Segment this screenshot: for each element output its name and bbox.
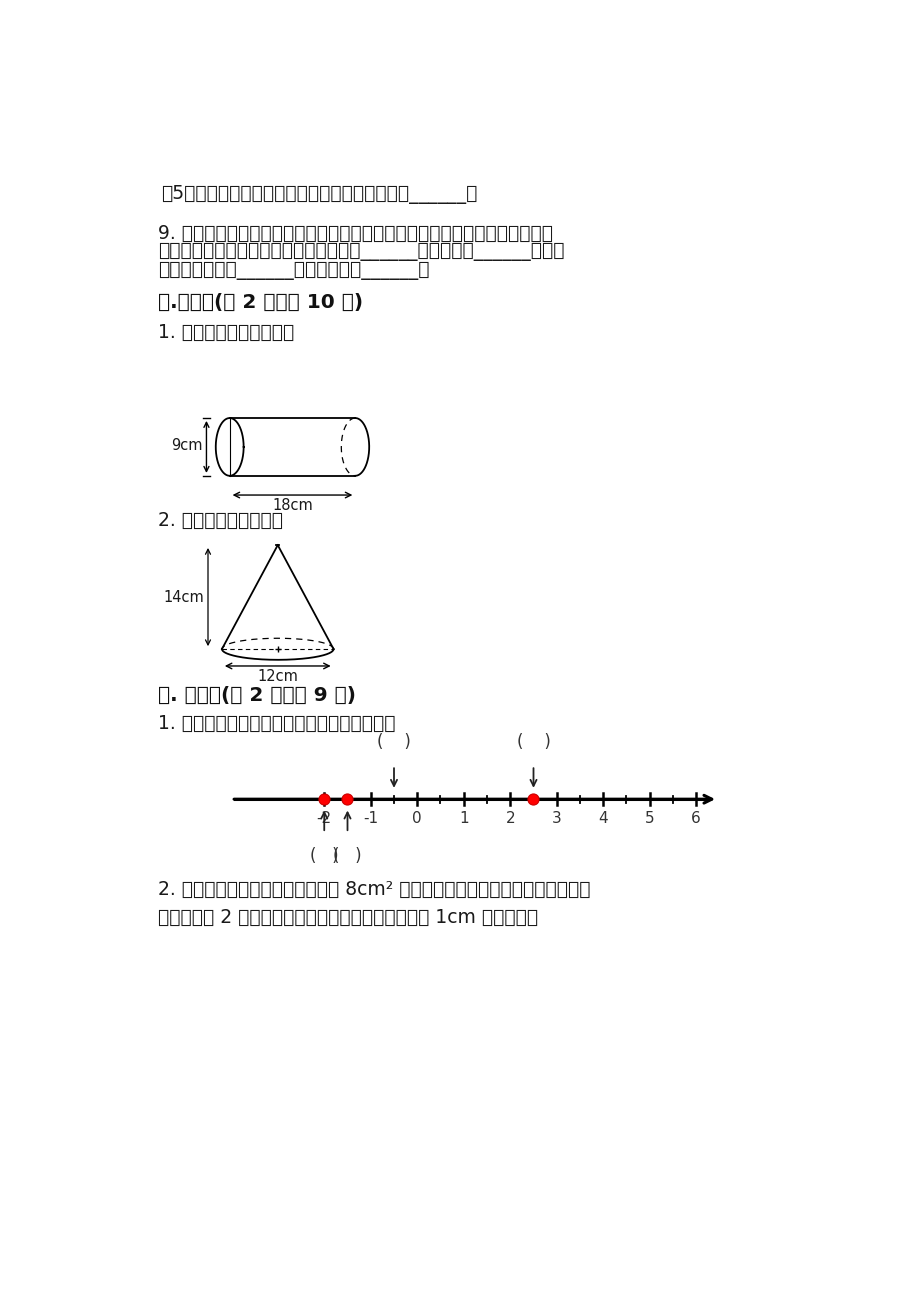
Text: 4: 4 — [597, 811, 607, 825]
Text: 9. 冬季，哈尔滨的一个小朋友去海南旅游，在飞机上播音员播报了两地当日气: 9. 冬季，哈尔滨的一个小朋友去海南旅游，在飞机上播音员播报了两地当日气 — [157, 224, 552, 243]
Text: 3: 3 — [551, 811, 561, 825]
Text: 温，请你再播报一遍，海南的最高气温是______最低气温是______，哈尔: 温，请你再播报一遍，海南的最高气温是______最低气温是______，哈尔 — [157, 242, 563, 262]
Text: 四.计算题(共 2 题，共 10 分): 四.计算题(共 2 题，共 10 分) — [157, 293, 362, 312]
Text: (    ): ( ) — [516, 733, 550, 751]
Text: (   ): ( ) — [333, 846, 361, 865]
Text: 14cm: 14cm — [164, 590, 204, 604]
Text: (   ): ( ) — [310, 846, 338, 865]
Text: -2: -2 — [316, 811, 332, 825]
Text: 1: 1 — [459, 811, 468, 825]
Text: (    ): ( ) — [377, 733, 411, 751]
Text: 2. 求下图圆锥的体积。: 2. 求下图圆锥的体积。 — [157, 510, 282, 530]
Text: 5: 5 — [644, 811, 653, 825]
Text: 12cm: 12cm — [257, 669, 298, 684]
Text: 五. 作图题(共 2 题，共 9 分): 五. 作图题(共 2 题，共 9 分) — [157, 686, 356, 704]
Text: （5）期中考试六（二）班的数学成绩的优秀率是______。: （5）期中考试六（二）班的数学成绩的优秀率是______。 — [162, 185, 477, 204]
Text: 6: 6 — [690, 811, 700, 825]
Text: 1. 求下面圆柱的表面积。: 1. 求下面圆柱的表面积。 — [157, 323, 293, 341]
Text: 9cm: 9cm — [171, 437, 202, 453]
Text: 2: 2 — [505, 811, 515, 825]
Text: 大到原来的 2 倍，画出图形。（每个方格代表边长为 1cm 的正方形）: 大到原来的 2 倍，画出图形。（每个方格代表边长为 1cm 的正方形） — [157, 907, 538, 927]
Text: 18cm: 18cm — [272, 499, 312, 513]
Text: 1. 从左到右在括号里填数。（填整数或小数）: 1. 从左到右在括号里填数。（填整数或小数） — [157, 713, 394, 733]
Text: 滨的最高气温是______，最低气温是______。: 滨的最高气温是______，最低气温是______。 — [157, 260, 428, 280]
Text: 0: 0 — [412, 811, 422, 825]
Text: -1: -1 — [363, 811, 378, 825]
Text: 2. 在下面的方格纸中画一个面积是 8cm² 的长方形，再把这个长方形的各边长扩: 2. 在下面的方格纸中画一个面积是 8cm² 的长方形，再把这个长方形的各边长扩 — [157, 880, 589, 900]
